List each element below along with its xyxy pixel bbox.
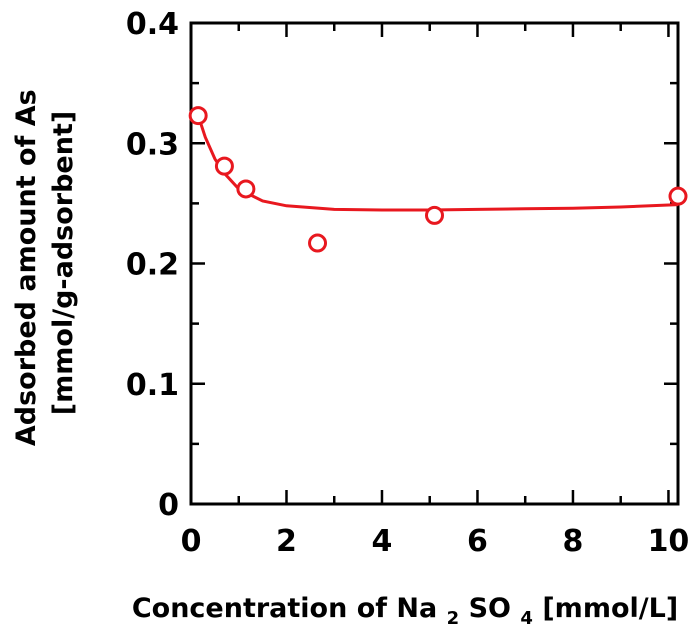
- x-axis-title: Concentration of Na 2 SO 4 [mmol/L]: [132, 593, 678, 631]
- x-tick-label: 4: [372, 524, 393, 559]
- data-point-marker: [425, 205, 444, 225]
- data-point-marker: [188, 106, 208, 126]
- data-point-marker: [308, 233, 328, 253]
- data-point-marker: [214, 156, 234, 176]
- x-tick-label: 0: [181, 524, 202, 559]
- y-tick-label: 0.1: [126, 368, 179, 403]
- data-point-marker: [236, 179, 256, 199]
- x-axis-title-subscript: 4: [520, 608, 533, 629]
- x-axis-title-part: Concentration of Na: [132, 593, 437, 624]
- y-tick-labels: 0 0.1 0.2 0.3 0.4: [126, 7, 179, 523]
- y-axis-title-line1: Adsorbed amount of As: [11, 89, 42, 446]
- x-tick-label: 8: [563, 524, 584, 559]
- x-tick-labels: 0 2 4 6 8 10: [181, 524, 690, 559]
- y-axis-title: Adsorbed amount of As [mmol/g-adsorbent]: [11, 80, 79, 446]
- y-tick-label: 0.2: [126, 248, 179, 283]
- tick-marks: [189, 21, 678, 506]
- y-tick-label: 0.4: [126, 7, 179, 42]
- y-axis-title-line2: [mmol/g-adsorbent]: [48, 111, 79, 415]
- fit-curve: [196, 115, 679, 212]
- x-axis-title-subscript: 2: [447, 608, 460, 629]
- x-tick-label: 10: [648, 524, 690, 559]
- data-point-marker: [668, 186, 688, 206]
- x-tick-label: 6: [467, 524, 488, 559]
- x-axis-title-part: SO: [469, 593, 511, 624]
- x-axis-title-part: [mmol/L]: [542, 593, 678, 624]
- plot-frame: [189, 21, 680, 506]
- data-points: [188, 106, 688, 253]
- y-tick-label: 0.3: [126, 127, 179, 162]
- x-tick-label: 2: [276, 524, 297, 559]
- y-tick-label: 0: [158, 488, 179, 523]
